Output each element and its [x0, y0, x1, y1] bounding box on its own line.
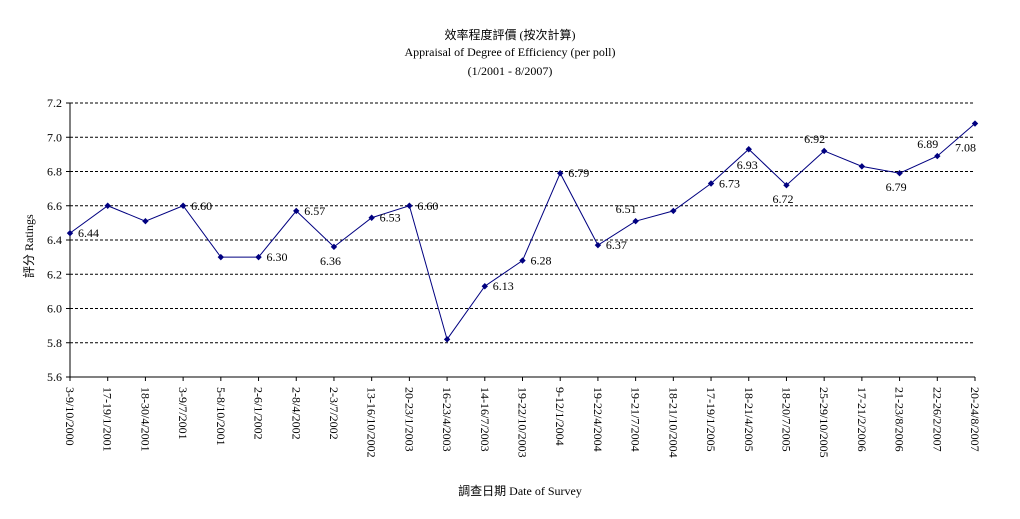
- data-label: 6.60: [417, 199, 438, 213]
- data-label: 6.79: [886, 180, 907, 194]
- data-point: [481, 283, 488, 290]
- x-tick-label: 20-24/8/2007: [968, 387, 982, 452]
- data-point: [707, 180, 715, 187]
- data-label: 6.44: [78, 226, 99, 240]
- data-label: 6.92: [804, 132, 825, 146]
- data-point: [670, 207, 677, 215]
- data-label: 6.28: [531, 254, 552, 268]
- x-axis-label: 調查日期 Date of Survey: [458, 484, 582, 498]
- data-point: [745, 146, 752, 153]
- chart-title: 效率程度評價 (按次計算): [444, 28, 576, 42]
- data-point: [443, 336, 451, 343]
- data-label: 6.57: [304, 204, 325, 218]
- x-tick-label: 16-23/4/2003: [440, 387, 454, 452]
- x-tick-label: 18-21/10/2004: [666, 387, 680, 458]
- gridlines: [70, 102, 975, 344]
- data-point: [971, 120, 979, 127]
- y-tick-label: 5.8: [47, 336, 62, 350]
- series-line-path: [69, 123, 976, 341]
- x-tick-labels: 3-9/10/2000 17-19/1/2001 18-30/4/2001 3-9/7…: [63, 387, 982, 458]
- y-tick-label: 6.0: [47, 302, 62, 316]
- data-point: [406, 202, 413, 209]
- x-tick-label: 13-16/10/2002: [365, 387, 379, 458]
- data-point: [820, 147, 828, 155]
- x-tick-label: 2-8/4/2002: [289, 387, 303, 440]
- axes: [66, 102, 976, 381]
- data-point: [368, 214, 375, 221]
- data-point: [858, 163, 866, 170]
- x-tick-label: 3-9/10/2000: [63, 387, 77, 446]
- y-tick-label: 6.4: [47, 233, 62, 247]
- data-point: [179, 202, 187, 209]
- x-tick-label: 21-23/8/2006: [893, 387, 907, 452]
- data-label: 6.51: [616, 202, 637, 216]
- data-label: 6.89: [917, 137, 938, 151]
- x-tick-label: 17-21/2/2006: [855, 387, 869, 452]
- data-label: 6.53: [380, 211, 401, 225]
- x-tick-label: 5-8/10/2001: [214, 387, 228, 446]
- y-tick-label: 6.8: [47, 165, 62, 179]
- data-point: [217, 253, 225, 261]
- data-point: [293, 207, 300, 215]
- x-tick-label: 18-21/4/2005: [742, 387, 756, 452]
- data-label: 6.72: [772, 192, 793, 206]
- data-point: [896, 170, 903, 177]
- x-tick-label: 2-6/1/2002: [252, 387, 266, 440]
- data-point: [594, 241, 602, 249]
- data-point: [142, 217, 149, 225]
- data-label: 6.79: [568, 166, 589, 180]
- series-line: [69, 123, 976, 341]
- data-point: [255, 253, 262, 261]
- data-point: [783, 182, 790, 189]
- x-tick-label: 25-29/10/2005: [817, 387, 831, 458]
- x-tick-label: 3-9/7/2001: [176, 387, 190, 440]
- data-label: 7.08: [955, 141, 976, 155]
- series-markers: [66, 120, 979, 343]
- x-tick-label: 2-3/7/2002: [327, 387, 341, 440]
- data-label: 6.60: [191, 199, 212, 213]
- data-label: 6.37: [606, 238, 627, 252]
- y-tick-label: 6.2: [47, 267, 62, 281]
- data-point: [104, 202, 111, 209]
- data-point: [934, 152, 941, 160]
- x-tick-label: 19-22/10/2003: [516, 387, 530, 458]
- x-tick-label: 17-19/1/2001: [101, 387, 115, 452]
- x-tick-label: 19-22/4/2004: [591, 387, 605, 452]
- x-tick-label: 18-30/4/2001: [138, 387, 152, 452]
- y-tick-label: 5.6: [47, 370, 62, 384]
- data-point: [330, 243, 338, 251]
- y-tick-label: 7.0: [47, 130, 62, 144]
- data-label: 6.36: [320, 254, 341, 268]
- data-point: [557, 170, 564, 177]
- x-tick-label: 22-26/2/2007: [930, 387, 944, 452]
- data-label: 6.73: [719, 176, 740, 190]
- x-tick-label: 14-16/7/2003: [478, 387, 492, 452]
- data-point: [632, 217, 639, 225]
- y-tick-label: 7.2: [47, 96, 62, 110]
- data-label: 6.30: [267, 250, 288, 264]
- x-tick-label: 17-19/1/2005: [704, 387, 718, 452]
- data-label: 6.13: [493, 279, 514, 293]
- chart-subtitle: Appraisal of Degree of Efficiency (per p…: [404, 45, 616, 59]
- data-point: [66, 229, 74, 237]
- x-tick-label: 9-12/1/2004: [553, 387, 567, 446]
- data-labels: 6.44 6.60 6.30 6.57 6.36 6.53 6.60 6.13 6.28 6.79…: [78, 132, 976, 293]
- y-axis-label: 評分 Ratings: [22, 214, 36, 278]
- data-label: 6.93: [737, 158, 758, 172]
- x-tick-label: 19-21/7/2004: [629, 387, 643, 452]
- chart-period: (1/2001 - 8/2007): [467, 64, 553, 78]
- x-tick-label: 20-23/1/2003: [402, 387, 416, 452]
- y-tick-label: 6.6: [47, 199, 62, 213]
- y-tick-labels: 5.6 5.8 6.0 6.2 6.4 6.6 6.8 7.0 7.2: [47, 96, 62, 384]
- x-tick-label: 18-20/7/2005: [779, 387, 793, 452]
- data-point: [519, 257, 526, 264]
